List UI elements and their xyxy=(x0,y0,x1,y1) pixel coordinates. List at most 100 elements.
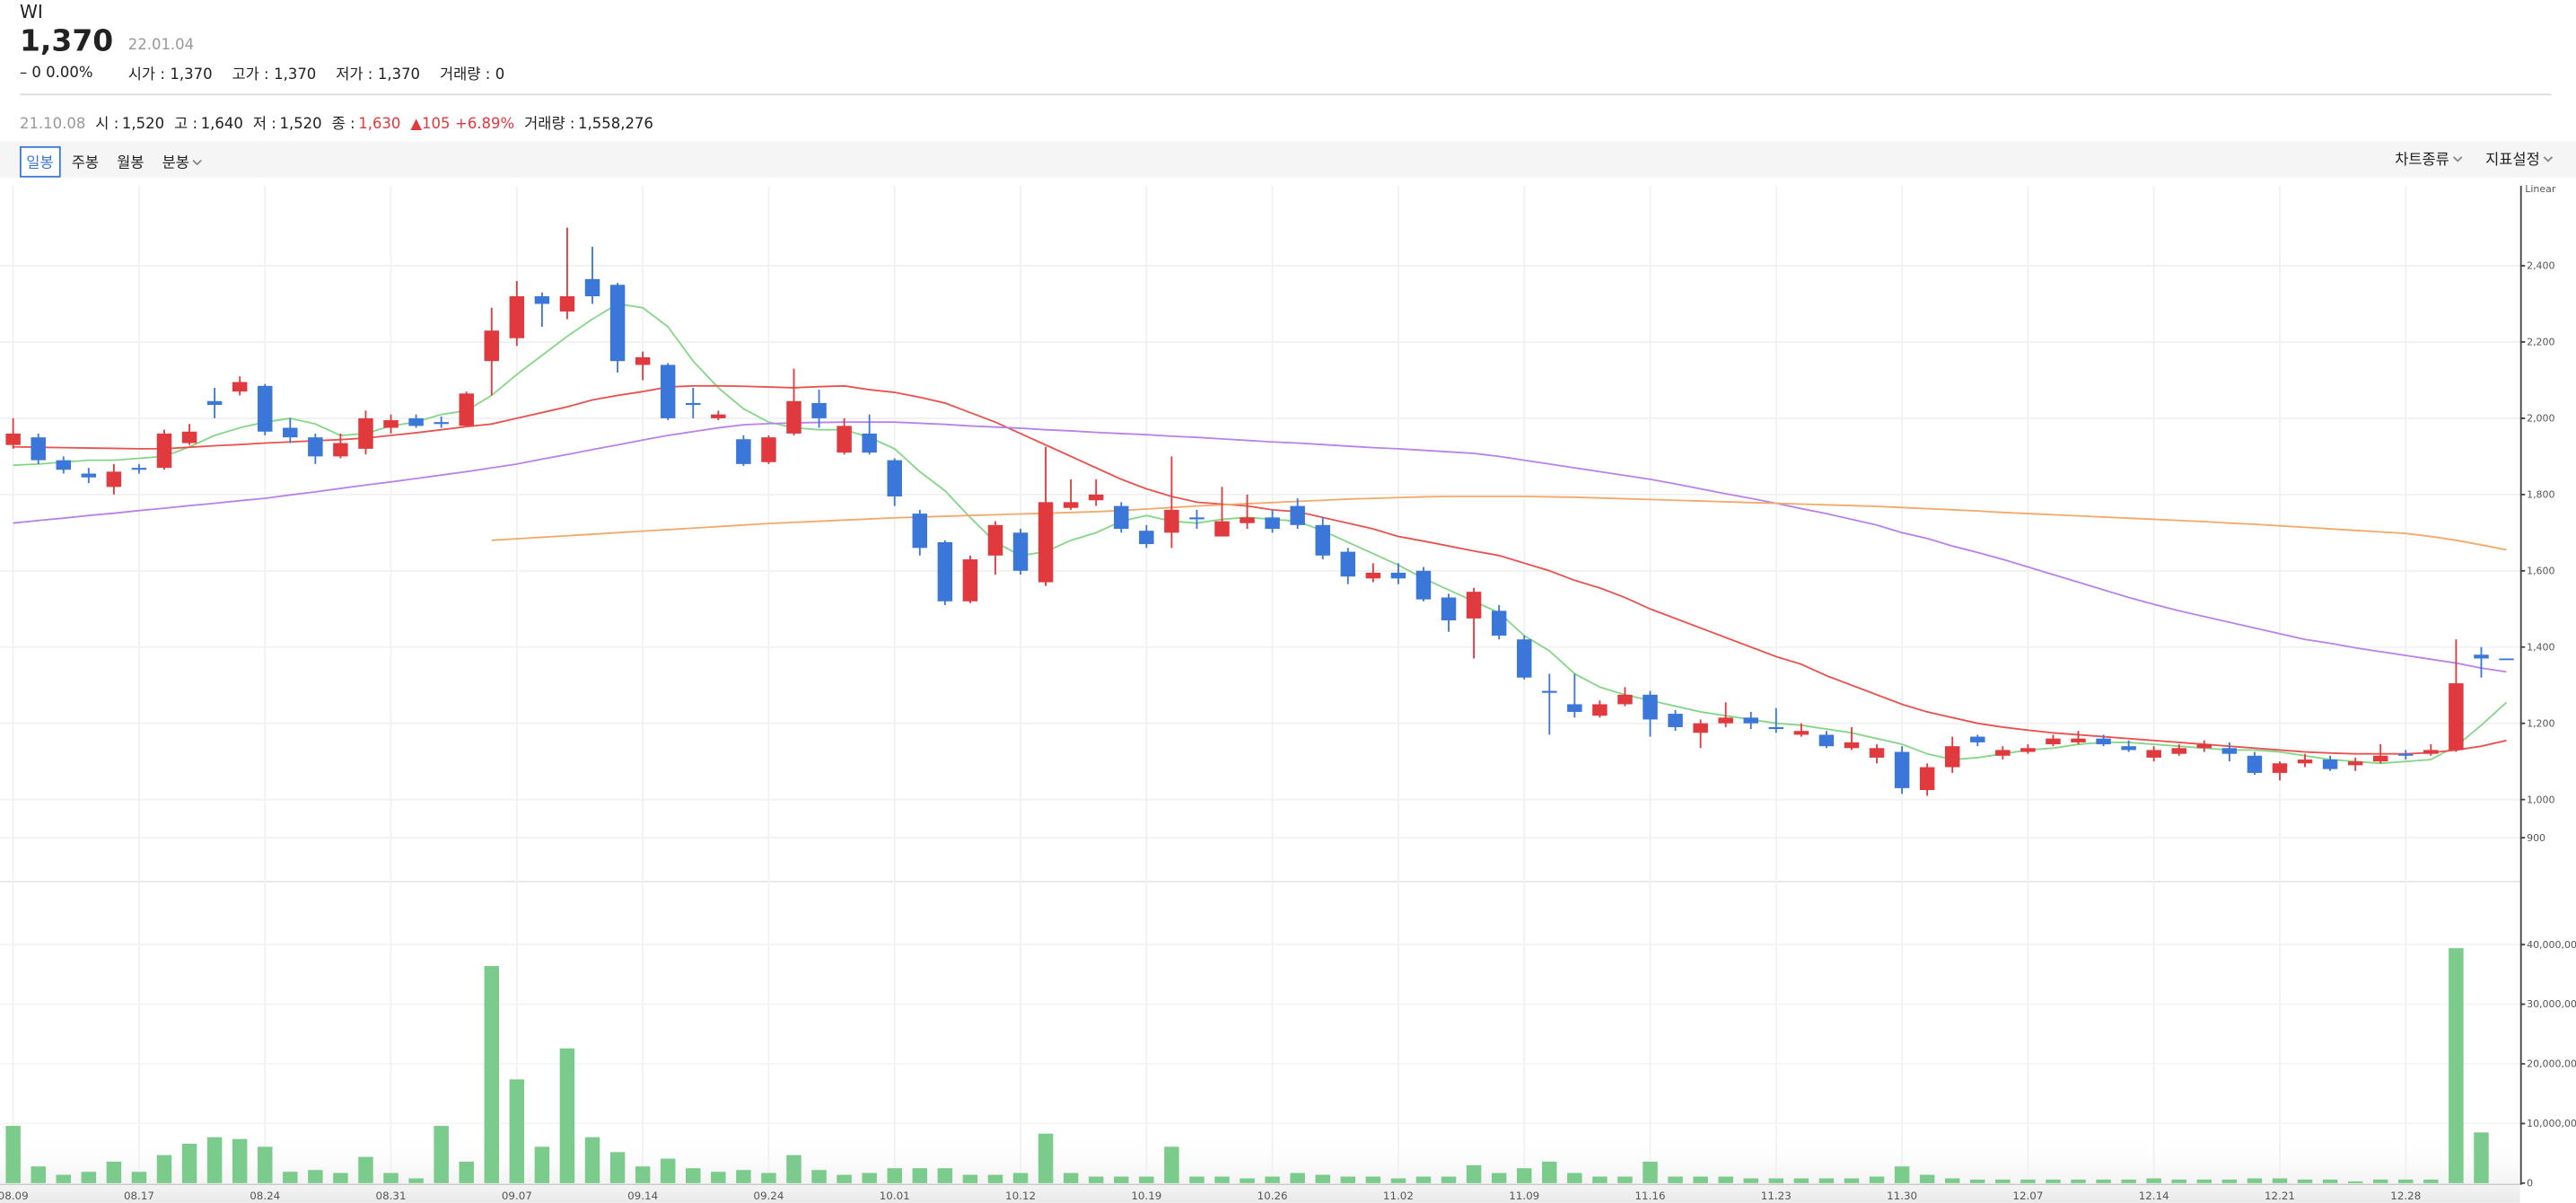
volume-bar xyxy=(1063,1172,1079,1183)
candle-body xyxy=(2247,755,2263,773)
candle-body xyxy=(1919,767,1935,791)
stat-value: 1,370 xyxy=(377,67,421,84)
candle-body xyxy=(2449,683,2464,751)
volume-bar xyxy=(1340,1176,1356,1183)
quote-stat: 고가 : 1,370 xyxy=(232,63,317,83)
candle-body xyxy=(609,285,626,362)
period-label: 주봉 xyxy=(71,155,100,173)
chevron-path xyxy=(2543,155,2554,162)
volume-bar xyxy=(1818,1178,1835,1183)
candle-body xyxy=(2272,763,2288,773)
candle-body xyxy=(837,426,852,453)
volume-bar xyxy=(1617,1176,1633,1183)
volume-bar xyxy=(1668,1176,1683,1183)
info-change: ▲105 xyxy=(410,116,451,134)
candle-body xyxy=(761,437,776,462)
volume-bar xyxy=(1415,1176,1432,1183)
info-volume-value: 1,558,276 xyxy=(578,116,653,134)
volume-bar xyxy=(1491,1172,1507,1183)
quote-date: 22.01.04 xyxy=(127,38,195,55)
candle-body xyxy=(1818,734,1835,747)
period-label: 월봉 xyxy=(117,155,145,173)
y-tick-label: 1,200 xyxy=(2527,717,2554,729)
info-item: 고 :1,640 xyxy=(174,111,243,133)
stat-value: 0 xyxy=(495,67,505,84)
candle-body xyxy=(2347,761,2363,766)
x-tick-label: 08.31 xyxy=(376,1190,407,1202)
volume-bar xyxy=(383,1172,399,1183)
info-value: 1,520 xyxy=(121,116,165,134)
volume-bar xyxy=(283,1172,298,1183)
volume-bar xyxy=(862,1172,877,1183)
candle-body xyxy=(258,385,273,432)
candle-body xyxy=(81,473,97,478)
x-tick-label: 09.14 xyxy=(627,1190,658,1202)
stat-label: 저가 : xyxy=(336,67,373,84)
candle-body xyxy=(509,296,525,338)
volume-bar xyxy=(232,1138,248,1183)
candle-body xyxy=(206,400,223,406)
period-tab[interactable]: 주봉 xyxy=(65,146,105,178)
volume-bar xyxy=(358,1156,373,1183)
volume-bar xyxy=(2297,1179,2313,1183)
candle-body xyxy=(383,420,399,428)
toolbar-menu[interactable]: 차트종류 xyxy=(2395,148,2463,170)
candle-body xyxy=(2020,748,2036,752)
chevron-path xyxy=(2452,155,2463,162)
candle-body xyxy=(1491,610,1507,637)
volume-bar xyxy=(1240,1178,1255,1183)
candle-body xyxy=(2474,654,2489,659)
candle-body xyxy=(1567,704,1582,712)
candle-body xyxy=(484,330,500,362)
candle-body xyxy=(1592,704,1608,716)
volume-bar xyxy=(1718,1176,1733,1183)
x-tick-label: 11.16 xyxy=(1635,1190,1666,1202)
volume-bar xyxy=(459,1161,474,1183)
info-date: 21.10.08 xyxy=(19,116,86,134)
candle-body xyxy=(1542,690,1557,693)
x-tick-label: 10.19 xyxy=(1131,1190,1161,1202)
grid xyxy=(0,185,2520,1184)
period-tab[interactable]: 분봉 xyxy=(155,146,209,178)
candle-body xyxy=(1139,531,1154,545)
candle-body xyxy=(962,559,978,602)
candle-body xyxy=(887,460,902,496)
quote-stat: 저가 :1,370 xyxy=(336,63,421,84)
volume-bar xyxy=(1214,1176,1230,1183)
info-volume: 거래량 :1,558,276 xyxy=(524,111,653,133)
volume-bar xyxy=(584,1137,600,1183)
x-tick-label: 08.17 xyxy=(124,1190,154,1202)
candle-body xyxy=(56,460,71,470)
candle-body xyxy=(408,417,424,426)
candle-body xyxy=(358,417,373,449)
volume-bar xyxy=(1038,1133,1054,1183)
x-tick-label: 09.07 xyxy=(502,1190,532,1202)
toolbar-menu[interactable]: 지표설정 xyxy=(2485,148,2554,170)
volume-bar xyxy=(1592,1176,1608,1183)
x-tick-label: 10.01 xyxy=(880,1190,910,1202)
period-label: 분봉 xyxy=(162,155,189,173)
stat-value: 1,370 xyxy=(170,67,213,84)
y-tick-label: 40,000,000 xyxy=(2527,939,2576,951)
candle-body xyxy=(1315,524,1330,556)
volume-bar xyxy=(5,1126,21,1183)
volume-bar xyxy=(534,1146,550,1183)
period-tab[interactable]: 월봉 xyxy=(110,146,151,178)
volume-bar xyxy=(1114,1176,1129,1183)
y-tick-label: 1,600 xyxy=(2527,565,2554,576)
candle-body xyxy=(5,433,21,445)
candle-body xyxy=(1063,502,1079,508)
moving-average-line xyxy=(13,303,2508,765)
volume-bar xyxy=(2449,948,2464,1183)
candle-body xyxy=(736,439,751,464)
volume-bar xyxy=(2247,1178,2263,1183)
candle-body xyxy=(459,393,474,426)
volume-bar xyxy=(408,1178,424,1183)
quote-stats: 시가 :1,370 고가 :1,370 저가 :1,370 거래량 :0 xyxy=(128,63,505,84)
period-tab[interactable]: 일봉 xyxy=(19,145,60,178)
candle-body xyxy=(2221,748,2238,754)
period-label: 일봉 xyxy=(26,155,54,173)
chevron xyxy=(192,158,203,165)
candle-body xyxy=(2146,750,2161,758)
